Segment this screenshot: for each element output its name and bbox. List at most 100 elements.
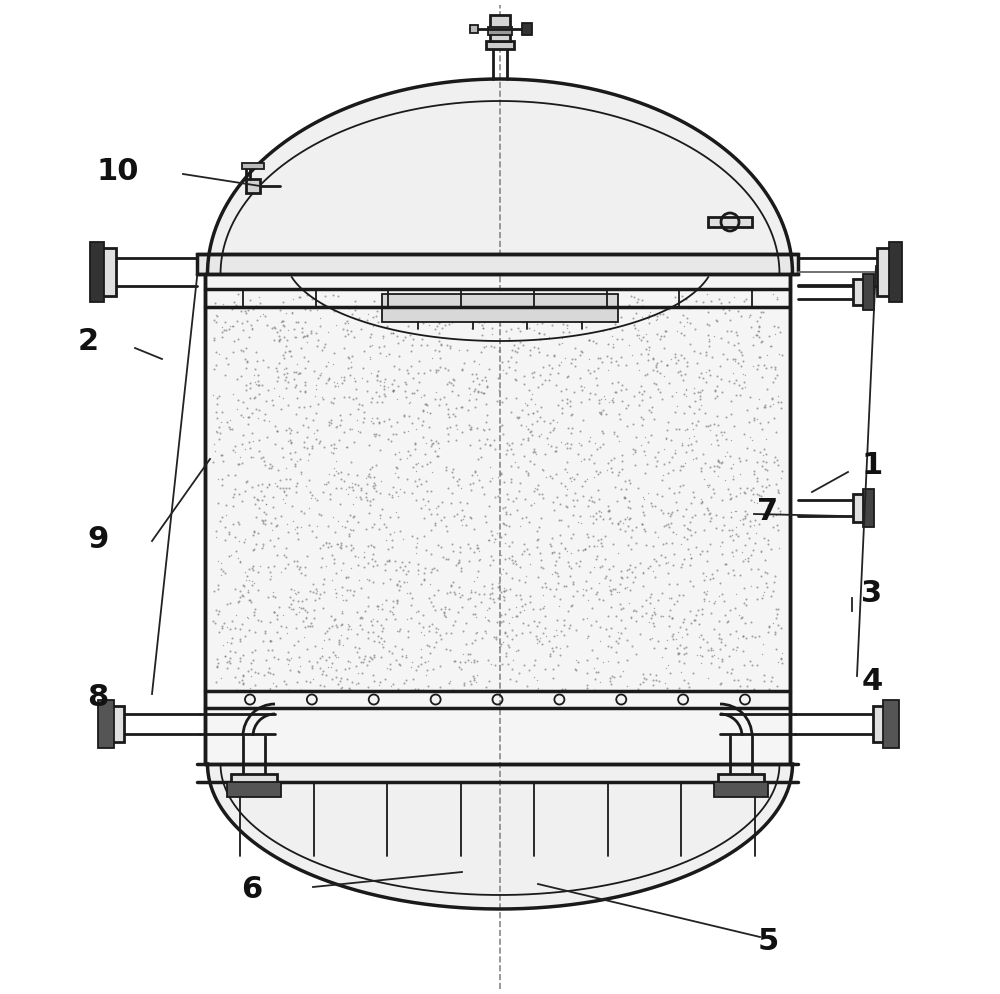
Point <box>695 631 711 647</box>
Point <box>588 664 604 680</box>
Point <box>474 479 490 495</box>
Point <box>341 479 357 495</box>
Point <box>341 529 357 545</box>
Point <box>504 631 520 647</box>
Point <box>315 537 331 553</box>
Point <box>261 476 277 492</box>
Point <box>296 399 312 414</box>
Point <box>269 363 285 379</box>
Point <box>768 610 784 626</box>
Point <box>267 589 283 605</box>
Point <box>383 432 399 448</box>
Point <box>331 432 347 448</box>
Point <box>339 322 355 338</box>
Point <box>601 394 617 410</box>
Point <box>603 292 619 308</box>
Point <box>722 491 738 507</box>
Point <box>579 527 595 543</box>
Point <box>767 326 783 342</box>
Point <box>221 321 237 337</box>
Point <box>487 489 503 505</box>
Point <box>640 560 656 576</box>
Point <box>612 668 628 684</box>
Point <box>368 425 384 441</box>
Point <box>527 310 543 326</box>
Point <box>760 505 776 521</box>
Point <box>768 476 784 492</box>
Point <box>272 629 288 645</box>
Point <box>645 615 661 631</box>
Point <box>383 418 399 434</box>
Point <box>751 323 767 339</box>
Point <box>637 367 653 383</box>
Point <box>755 453 771 469</box>
Point <box>699 477 715 493</box>
Point <box>495 612 511 628</box>
Point <box>274 313 290 329</box>
Point <box>402 327 418 343</box>
Point <box>420 493 436 509</box>
Point <box>622 510 638 526</box>
Point <box>249 353 265 369</box>
Point <box>743 548 759 564</box>
Point <box>635 666 651 682</box>
Point <box>373 629 389 645</box>
Point <box>678 383 694 399</box>
Point <box>549 566 565 581</box>
Point <box>765 508 781 524</box>
Point <box>449 288 465 304</box>
Point <box>254 378 270 394</box>
Point <box>313 365 329 381</box>
Point <box>222 655 238 671</box>
Point <box>234 493 250 509</box>
Point <box>296 439 312 455</box>
Point <box>335 592 351 608</box>
Point <box>658 640 674 656</box>
Point <box>732 484 748 500</box>
Point <box>732 513 748 529</box>
Point <box>214 329 230 345</box>
Point <box>742 389 758 405</box>
Point <box>332 496 348 512</box>
Point <box>308 529 324 545</box>
Point <box>286 371 302 387</box>
Point <box>678 621 694 637</box>
Point <box>562 393 578 409</box>
Point <box>492 317 508 333</box>
Point <box>254 476 270 492</box>
Point <box>755 636 771 652</box>
Point <box>240 584 256 600</box>
Point <box>423 522 439 538</box>
Point <box>243 668 259 684</box>
Point <box>563 425 579 441</box>
Point <box>592 350 608 366</box>
Point <box>636 491 652 507</box>
Point <box>352 489 368 505</box>
Point <box>493 548 509 564</box>
Point <box>514 313 530 329</box>
Point <box>389 592 405 608</box>
Point <box>767 624 783 640</box>
Point <box>641 614 657 630</box>
Point <box>643 405 659 420</box>
Point <box>545 413 561 428</box>
Point <box>297 567 313 582</box>
Point <box>230 286 246 302</box>
Point <box>527 444 543 460</box>
Point <box>339 582 355 598</box>
Point <box>228 297 244 313</box>
Point <box>250 377 266 393</box>
Point <box>616 489 632 505</box>
Point <box>354 621 370 637</box>
Point <box>703 511 719 527</box>
Point <box>724 545 740 561</box>
Point <box>757 400 773 415</box>
Point <box>751 349 767 365</box>
Point <box>603 351 619 367</box>
Point <box>466 654 482 670</box>
Point <box>522 624 538 640</box>
Point <box>566 498 582 514</box>
Point <box>379 660 395 676</box>
Point <box>404 654 420 670</box>
Point <box>328 649 344 665</box>
